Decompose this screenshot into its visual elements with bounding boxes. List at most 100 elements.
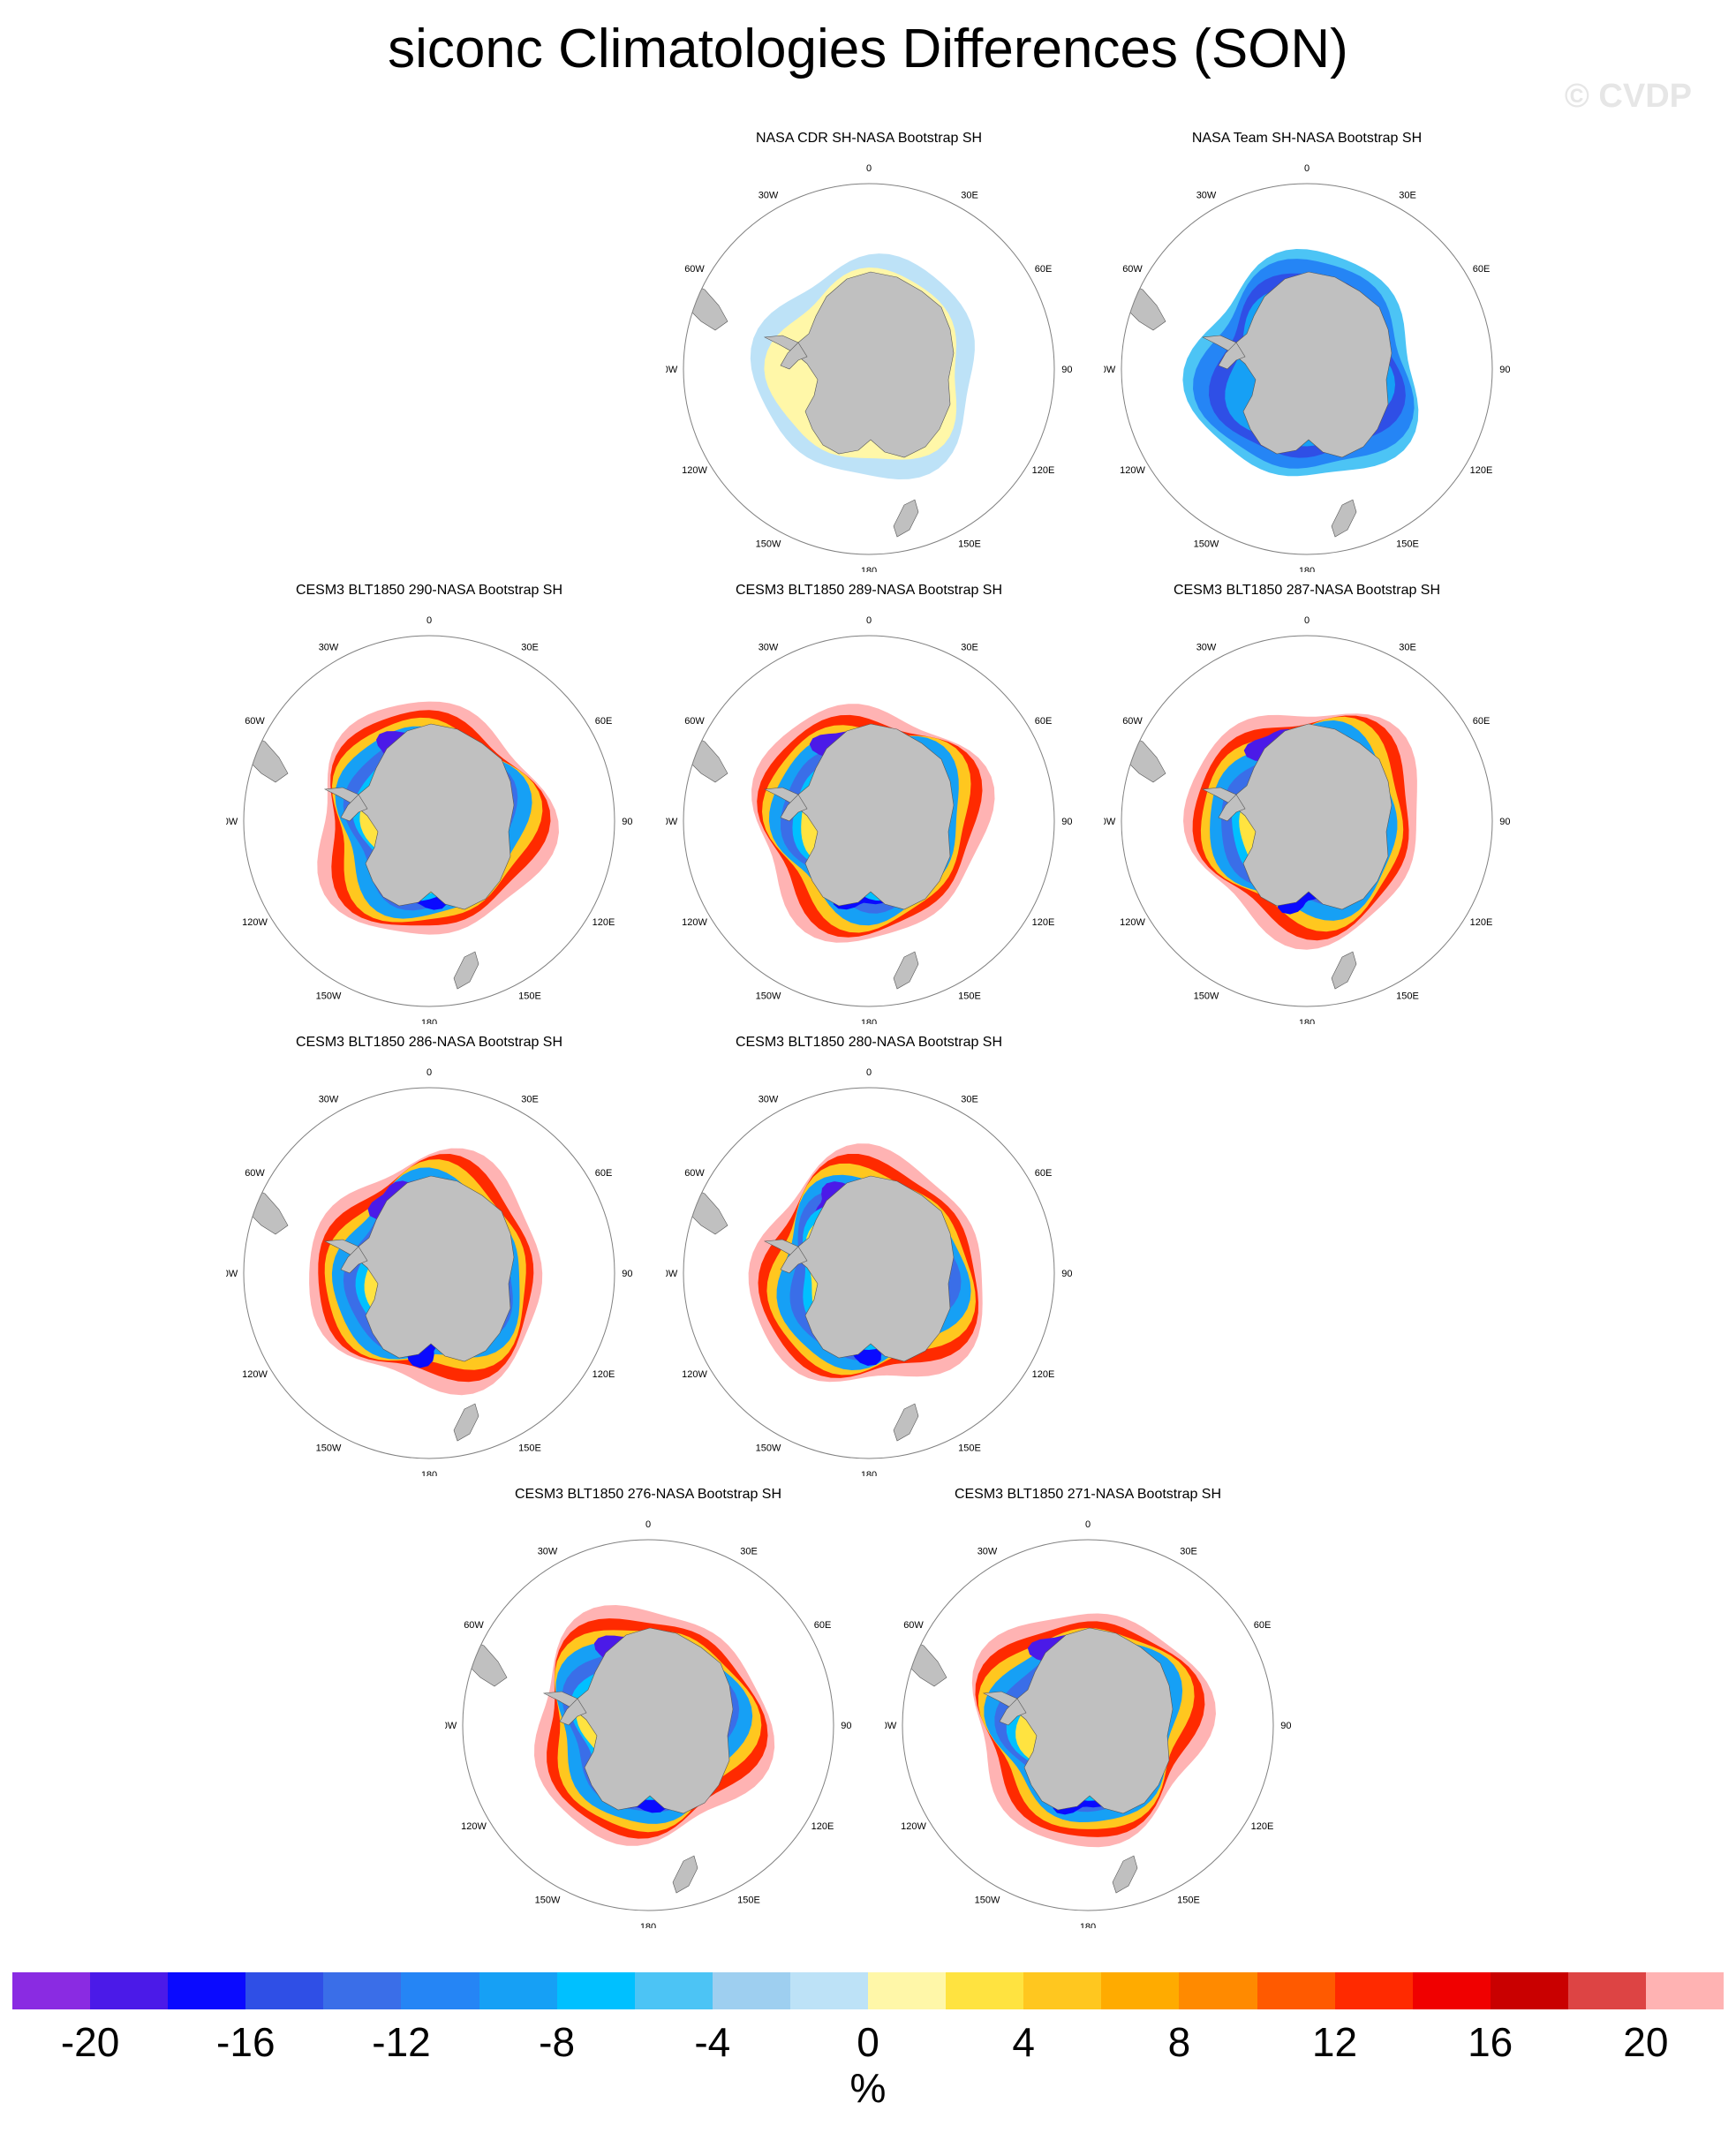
longitude-label: 120W [901,1821,926,1832]
colorbar-tick-label: 8 [1167,2019,1191,2065]
longitude-label: 180 [1299,1018,1315,1024]
longitude-label: 90E [841,1721,851,1731]
panel-title: CESM3 BLT1850 289-NASA Bootstrap SH [735,583,1003,598]
longitude-label: 30E [1399,643,1416,653]
longitude-label: 60W [684,264,705,275]
map-panel: CESM3 BLT1850 287-NASA Bootstrap SH 0 30E 6… [1104,583,1510,1024]
longitude-label: 60W [464,1620,484,1631]
longitude-label: 150E [518,991,541,1002]
longitude-label: 150E [737,1896,760,1906]
map-panel: CESM3 BLT1850 271-NASA Bootstrap SH 0 30E 6… [885,1487,1291,1928]
longitude-label: 90W [666,817,678,827]
colorbar-swatch [712,1972,790,2009]
longitude-label: 90W [226,1269,238,1279]
longitude-label: 30W [977,1547,998,1557]
colorbar-swatch [12,1972,91,2009]
panel-title: CESM3 BLT1850 287-NASA Bootstrap SH [1173,583,1441,598]
colorbar-swatch [479,1972,557,2009]
longitude-label: 150E [958,539,981,550]
longitude-label: 60E [1473,716,1491,727]
colorbar-swatch [634,1972,713,2009]
antarctica-land [763,723,955,910]
longitude-label: 120W [461,1821,487,1832]
longitude-label: 90E [1499,817,1510,827]
colorbar-swatch [1645,1972,1725,2009]
colorbar-swatch [1101,1972,1180,2009]
longitude-label: 0 [866,615,872,626]
map-panel: NASA Team SH-NASA Bootstrap SH 0 30E 60E 90E… [1104,131,1510,572]
colorbar-swatch [1490,1972,1568,2009]
longitude-label: 90E [1061,365,1072,375]
longitude-label: 90W [445,1721,457,1731]
longitude-label: 120E [811,1821,834,1832]
longitude-label: 60E [1035,716,1053,727]
longitude-label: 60E [1254,1620,1272,1631]
longitude-label: 120E [1470,917,1493,928]
longitude-label: 0 [1304,615,1310,626]
longitude-label: 90E [1499,365,1510,375]
longitude-label: 60E [814,1620,832,1631]
new-zealand-land [672,1855,698,1894]
polar-map: 0 30E 60E 90E 120E 150E 180 150W 120W 90W 60W 30W [445,1519,851,1928]
colorbar-swatch [1023,1972,1102,2009]
page-title: siconc Climatologies Differences (SON) [388,19,1348,79]
longitude-label: 180 [421,1470,437,1476]
colorbar [12,1972,1725,2009]
longitude-label: 150E [958,1443,981,1454]
longitude-label: 0 [866,163,872,174]
longitude-label: 120E [593,1369,615,1380]
longitude-label: 30W [759,1095,779,1105]
longitude-label: 180 [861,1470,877,1476]
map-panel: CESM3 BLT1850 290-NASA Bootstrap SH 0 30E 6… [226,583,632,1024]
antarctica-land [1201,723,1393,910]
longitude-label: 90E [622,1269,632,1279]
polar-map: 0 30E 60E 90E 120E 150E 180 150W 120W 90W 60W 30W [666,163,1072,572]
colorbar-tick-label: -8 [539,2019,576,2065]
longitude-label: 60E [595,1168,613,1179]
antarctica-land [1201,271,1393,458]
colorbar-tick-label: 20 [1623,2019,1669,2065]
longitude-label: 120E [1470,465,1493,476]
colorbar-swatch [1257,1972,1335,2009]
new-zealand-land [1331,499,1357,538]
longitude-label: 180 [1299,566,1315,572]
antarctica-land [323,723,515,910]
longitude-label: 150E [518,1443,541,1454]
longitude-label: 30E [1180,1547,1197,1557]
longitude-label: 150W [756,991,781,1002]
longitude-label: 180 [1080,1922,1096,1928]
antarctica-land [763,271,955,458]
longitude-label: 150W [535,1896,561,1906]
longitude-label: 30E [521,1095,539,1105]
map-panel: CESM3 BLT1850 289-NASA Bootstrap SH 0 30E 6… [666,583,1072,1024]
longitude-label: 30W [1196,643,1217,653]
longitude-label: 0 [1085,1519,1091,1530]
longitude-label: 90W [666,1269,678,1279]
longitude-label: 120E [1032,917,1055,928]
colorbar-ticks: -20 -16 -12 -8 -4 0 4 8 12 16 20 [12,2018,1724,2071]
colorbar-swatch [868,1972,947,2009]
longitude-label: 60E [1473,264,1491,275]
colorbar-tick-label: 4 [1012,2019,1035,2065]
colorbar-swatch [245,1972,324,2009]
polar-map: 0 30E 60E 90E 120E 150E 180 150W 120W 90W 60W 30W [226,615,632,1024]
longitude-label: 90W [1104,817,1116,827]
longitude-label: 120E [1251,1821,1274,1832]
colorbar-tick-label: -4 [694,2019,731,2065]
polar-map: 0 30E 60E 90E 120E 150E 180 150W 120W 90W 60W 30W [1104,163,1510,572]
longitude-label: 60E [1035,1168,1053,1179]
longitude-label: 150W [1194,539,1219,550]
longitude-label: 60W [1122,716,1143,727]
longitude-label: 60W [684,716,705,727]
longitude-label: 30W [319,643,339,653]
new-zealand-land [893,499,919,538]
polar-map: 0 30E 60E 90E 120E 150E 180 150W 120W 90W 60W 30W [666,1067,1072,1476]
longitude-label: 90W [885,1721,897,1731]
map-panel: CESM3 BLT1850 286-NASA Bootstrap SH 0 30E 6… [226,1035,632,1476]
longitude-label: 180 [640,1922,656,1928]
map-panel: CESM3 BLT1850 276-NASA Bootstrap SH 0 30E 6… [445,1487,851,1928]
colorbar-swatch [90,1972,169,2009]
map-panel: NASA CDR SH-NASA Bootstrap SH 0 30E 60E 90E 1… [666,131,1072,572]
new-zealand-land [893,951,919,990]
colorbar-swatch [323,1972,402,2009]
